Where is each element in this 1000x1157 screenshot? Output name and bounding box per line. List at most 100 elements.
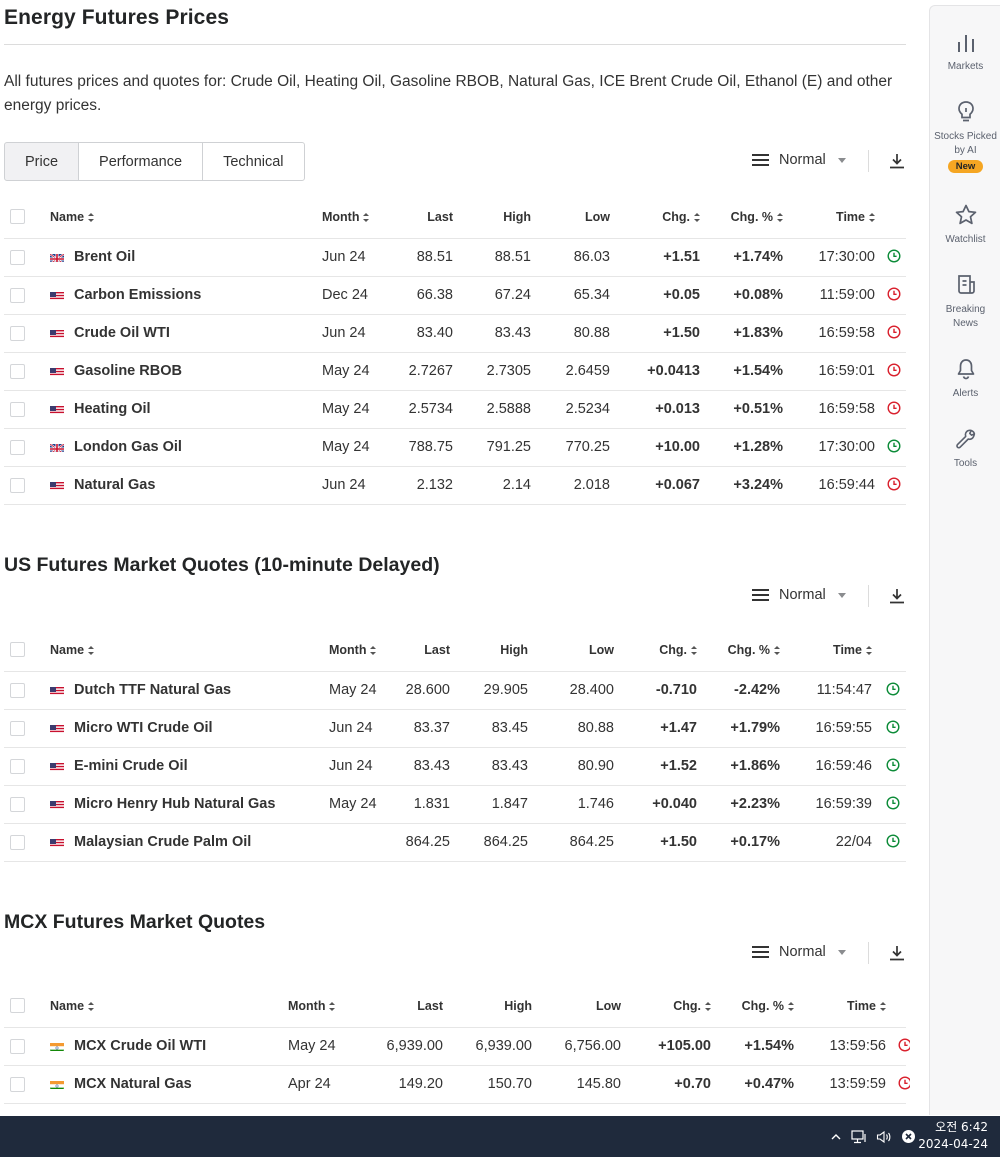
table-row[interactable]: Micro Henry Hub Natural Gas May 24 1.831 1.… <box>4 785 906 824</box>
column-header[interactable]: Chg. <box>620 629 703 672</box>
table-row[interactable]: Brent Oil Jun 24 88.51 88.51 86.03 +1.51 +1.74… <box>4 238 906 277</box>
select-all-checkbox[interactable] <box>10 642 25 658</box>
column-header[interactable]: Name <box>44 629 323 672</box>
sidebar-item-watchlist[interactable]: Watchlist <box>930 203 1000 247</box>
instrument-link[interactable]: Gasoline RBOB <box>74 363 182 379</box>
column-header[interactable]: Last <box>360 985 449 1028</box>
row-checkbox[interactable] <box>10 1076 25 1092</box>
table-row[interactable]: Dutch TTF Natural Gas May 24 28.600 29.905 2… <box>4 671 906 710</box>
row-checkbox[interactable] <box>10 758 25 774</box>
table-row[interactable]: Malaysian Crude Palm Oil 864.25 864.25 864.… <box>4 823 906 862</box>
instrument-link[interactable]: Micro WTI Crude Oil <box>74 720 213 736</box>
column-header[interactable]: Time <box>786 629 878 672</box>
chevron-up-icon[interactable] <box>830 1131 842 1143</box>
row-checkbox[interactable] <box>10 477 25 493</box>
sidebar-item-alerts[interactable]: Alerts <box>930 357 1000 401</box>
table-row[interactable]: MCX Natural Gas Apr 24 149.20 150.70 145.80 +… <box>4 1065 910 1104</box>
notification-off-icon[interactable] <box>901 1129 916 1144</box>
column-header[interactable]: Chg. <box>616 196 706 239</box>
sidebar-item-label: Breaking News <box>945 304 986 329</box>
column-header[interactable]: Month <box>323 629 389 672</box>
table-row[interactable]: Micro WTI Crude Oil Jun 24 83.37 83.45 80.88… <box>4 709 906 748</box>
month-cell <box>323 823 389 862</box>
row-checkbox[interactable] <box>10 401 25 417</box>
time-cell: 22/04 <box>786 823 878 862</box>
download-icon[interactable] <box>888 587 906 605</box>
column-header[interactable]: Name <box>44 985 282 1028</box>
table-row[interactable]: MCX Crude Oil WTI May 24 6,939.00 6,939.00 6… <box>4 1027 910 1066</box>
tab-technical[interactable]: Technical <box>202 142 305 181</box>
column-header[interactable]: Chg. % <box>703 629 786 672</box>
column-header[interactable]: High <box>459 196 537 239</box>
sidebar-item-breaking-news[interactable]: Breaking News <box>930 273 1000 331</box>
column-header[interactable]: Time <box>789 196 881 239</box>
row-checkbox[interactable] <box>10 249 25 265</box>
table-row[interactable]: Crude Oil WTI Jun 24 83.40 83.43 80.88 +1.50 +… <box>4 314 906 353</box>
instrument-link[interactable]: Dutch TTF Natural Gas <box>74 682 232 698</box>
column-header[interactable]: High <box>449 985 538 1028</box>
column-header[interactable]: Chg. <box>627 985 717 1028</box>
row-checkbox[interactable] <box>10 287 25 303</box>
select-all-checkbox[interactable] <box>10 998 25 1014</box>
instrument-link[interactable]: Brent Oil <box>74 249 136 265</box>
table-row[interactable]: Heating Oil May 24 2.5734 2.5888 2.5234 +0.01… <box>4 390 906 429</box>
tab-performance[interactable]: Performance <box>78 142 204 181</box>
taskbar-clock[interactable]: 오전 6:42 2024-04-24 <box>918 1119 988 1153</box>
column-header[interactable]: Month <box>282 985 360 1028</box>
tab-price[interactable]: Price <box>4 142 80 181</box>
column-header-label: High <box>503 209 531 224</box>
table-row[interactable]: Carbon Emissions Dec 24 66.38 67.24 65.34 +0.… <box>4 276 906 315</box>
column-header[interactable]: Last <box>382 196 459 239</box>
table-row[interactable]: Gasoline RBOB May 24 2.7267 2.7305 2.6459 +0.… <box>4 352 906 391</box>
instrument-link[interactable]: Malaysian Crude Palm Oil <box>74 834 252 850</box>
view-mode-dropdown[interactable]: Normal <box>752 152 846 168</box>
view-mode-dropdown[interactable]: Normal <box>752 587 846 603</box>
chevron-down-icon <box>837 157 846 163</box>
row-checkbox[interactable] <box>10 682 25 698</box>
column-header[interactable]: Low <box>537 196 616 239</box>
column-header[interactable]: High <box>456 629 534 672</box>
column-header[interactable]: Month <box>316 196 382 239</box>
download-icon[interactable] <box>888 152 906 170</box>
us-flag-icon <box>50 685 64 695</box>
select-all-checkbox[interactable] <box>10 209 25 225</box>
table-row[interactable]: London Gas Oil May 24 788.75 791.25 770.25 +1… <box>4 428 906 467</box>
download-icon[interactable] <box>888 944 906 962</box>
row-checkbox[interactable] <box>10 796 25 812</box>
network-icon[interactable] <box>851 1129 867 1144</box>
instrument-link[interactable]: London Gas Oil <box>74 439 182 455</box>
instrument-link[interactable]: Natural Gas <box>74 477 156 493</box>
speaker-icon[interactable] <box>876 1130 892 1144</box>
row-checkbox[interactable] <box>10 439 25 455</box>
mcx-futures-section-title: MCX Futures Market Quotes <box>4 911 266 933</box>
column-header[interactable]: Low <box>538 985 627 1028</box>
sidebar-item-tools[interactable]: Tools <box>930 427 1000 471</box>
high-cell: 864.25 <box>456 823 534 862</box>
column-header[interactable]: Chg. % <box>706 196 789 239</box>
instrument-link[interactable]: Micro Henry Hub Natural Gas <box>74 796 276 812</box>
sidebar-item-label: Tools <box>953 458 978 469</box>
column-header[interactable]: Low <box>534 629 620 672</box>
row-checkbox[interactable] <box>10 1038 25 1054</box>
sidebar-item-ai-picks[interactable]: Stocks Picked by AI New <box>930 100 1000 174</box>
row-checkbox[interactable] <box>10 325 25 341</box>
instrument-link[interactable]: MCX Natural Gas <box>74 1076 192 1092</box>
row-checkbox[interactable] <box>10 363 25 379</box>
status-header <box>881 196 906 239</box>
view-mode-dropdown[interactable]: Normal <box>752 944 846 960</box>
instrument-link[interactable]: E-mini Crude Oil <box>74 758 188 774</box>
table-row[interactable]: E-mini Crude Oil Jun 24 83.43 83.43 80.90 +1.… <box>4 747 906 786</box>
row-checkbox[interactable] <box>10 834 25 850</box>
row-checkbox[interactable] <box>10 720 25 736</box>
instrument-link[interactable]: MCX Crude Oil WTI <box>74 1038 207 1054</box>
instrument-link[interactable]: Carbon Emissions <box>74 287 202 303</box>
column-header[interactable]: Name <box>44 196 316 239</box>
column-header[interactable]: Time <box>800 985 892 1028</box>
column-header[interactable]: Last <box>389 629 456 672</box>
instrument-link[interactable]: Crude Oil WTI <box>74 325 170 341</box>
high-cell: 83.43 <box>456 747 534 786</box>
table-row[interactable]: Natural Gas Jun 24 2.132 2.14 2.018 +0.067 +3.… <box>4 466 906 505</box>
instrument-link[interactable]: Heating Oil <box>74 401 151 417</box>
sidebar-item-markets[interactable]: Markets <box>930 32 1000 74</box>
column-header[interactable]: Chg. % <box>717 985 800 1028</box>
